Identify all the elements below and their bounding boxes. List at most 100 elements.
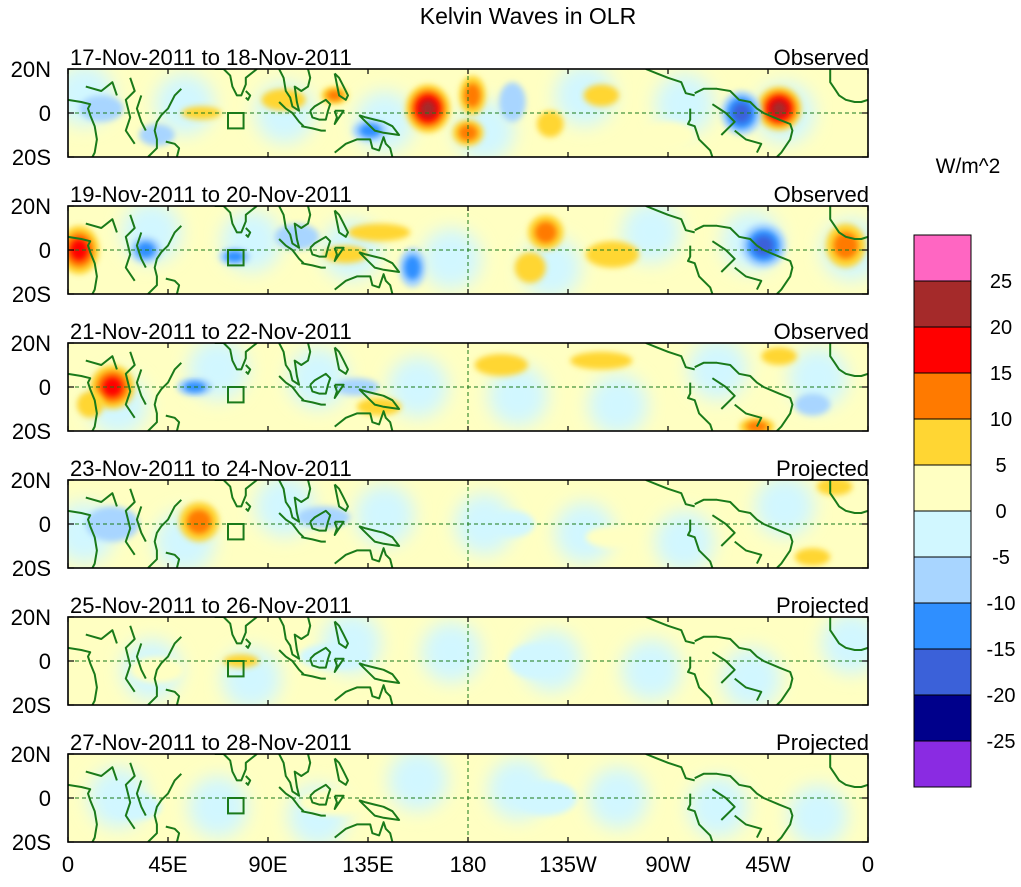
coastline <box>829 206 868 240</box>
coastline <box>334 410 394 431</box>
reference-box <box>227 797 245 815</box>
y-tick-label: 20N <box>11 194 51 219</box>
coastline <box>124 351 136 419</box>
coastline <box>333 346 349 375</box>
y-tick-label: 20N <box>11 742 51 767</box>
anomaly-contour <box>794 393 831 416</box>
coastline <box>135 643 147 680</box>
y-tick-label: 0 <box>39 375 51 400</box>
colorbar-level-label: -25 <box>987 731 1016 753</box>
coastline <box>124 625 136 693</box>
anomaly-contour <box>570 351 633 370</box>
coastline <box>278 69 312 112</box>
anomaly-contour <box>794 548 831 566</box>
coastline <box>687 519 714 568</box>
coastline <box>124 77 136 145</box>
coastline <box>147 499 183 568</box>
coastline <box>645 617 695 645</box>
anomaly-contour <box>356 398 402 416</box>
y-tick-label: 20N <box>11 331 51 356</box>
coastline <box>309 783 332 806</box>
coastline <box>68 235 98 294</box>
reference-box <box>227 249 245 267</box>
coastline <box>85 81 118 96</box>
colorbar-swatch <box>913 234 972 282</box>
weak-anomaly-blob <box>421 227 482 290</box>
coastline <box>165 414 181 431</box>
anomaly-contour <box>76 391 104 418</box>
panels-group: 20N 0 20S 17-Nov-2011 to 18-Nov-2011 Observe… <box>11 45 869 855</box>
coastline <box>68 509 98 568</box>
y-tick-label: 0 <box>39 512 51 537</box>
coastline <box>334 136 394 157</box>
coastline <box>165 277 181 294</box>
coastline <box>711 651 736 684</box>
panel-date-range: 27-Nov-2011 to 28-Nov-2011 <box>70 730 352 755</box>
coastline <box>694 635 794 705</box>
x-tick-label: 135W <box>539 852 597 877</box>
coastline <box>301 673 326 680</box>
coastlines <box>68 69 868 157</box>
colorbar-swatch <box>913 602 972 650</box>
coastline <box>278 206 312 249</box>
anomaly-contour <box>771 100 787 117</box>
y-tick-label: 0 <box>39 238 51 263</box>
anomaly-contour <box>261 88 306 111</box>
coastlines <box>68 754 868 842</box>
coastline <box>301 810 326 817</box>
coastline <box>85 629 118 644</box>
map-panel: 20N 0 20S 21-Nov-2011 to 22-Nov-2011 Observe… <box>11 319 869 444</box>
coastline <box>214 754 258 782</box>
panel-status: Observed <box>774 45 869 70</box>
coastline <box>687 793 714 842</box>
coastline <box>245 227 252 238</box>
coastline <box>85 766 118 781</box>
coastline <box>68 98 98 157</box>
colorbar: W/m^2 25 20 15 10 5 0 -5 -10 -15 -20 -25 <box>913 155 1016 788</box>
x-tick-label: 90W <box>645 852 690 877</box>
coastline <box>301 125 326 132</box>
weak-anomaly-blob <box>654 510 715 568</box>
coastline <box>278 617 312 660</box>
anomaly-contour <box>641 121 695 149</box>
panel-date-range: 17-Nov-2011 to 18-Nov-2011 <box>70 45 352 70</box>
y-tick-label: 0 <box>39 649 51 674</box>
colorbar-level-label: 20 <box>990 317 1012 339</box>
colorbar-level-label: -20 <box>987 685 1016 707</box>
weak-anomaly-blob <box>821 617 868 675</box>
anomaly-contour <box>536 110 564 138</box>
anomaly-contour <box>761 347 797 366</box>
anomaly-contour <box>299 643 371 670</box>
panel-date-range: 23-Nov-2011 to 24-Nov-2011 <box>70 456 352 481</box>
coastline <box>734 677 763 702</box>
coastline <box>214 206 258 234</box>
weak-anomaly-blob <box>721 647 782 705</box>
coastline <box>687 245 714 294</box>
coastline <box>333 483 349 512</box>
coastline <box>214 480 258 508</box>
anomaly-contour <box>499 82 526 122</box>
coastline <box>85 492 118 507</box>
y-tick-label: 20S <box>12 693 51 718</box>
coastline <box>147 362 183 431</box>
coastline <box>358 525 401 547</box>
colorbar-swatch <box>913 510 972 558</box>
coastline <box>358 388 401 410</box>
coastline <box>135 95 147 132</box>
anomaly-contour <box>299 789 371 816</box>
map-panel: 20N 0 20S 27-Nov-2011 to 28-Nov-2011 Project… <box>11 730 869 855</box>
y-tick-label: 20N <box>11 468 51 493</box>
coastline <box>301 262 326 269</box>
coastline <box>165 551 181 568</box>
coastline <box>711 377 736 410</box>
coastline <box>124 762 136 830</box>
coastline <box>245 775 252 786</box>
colorbar-swatch <box>913 372 972 420</box>
coastline <box>333 209 349 238</box>
coastline <box>829 343 868 377</box>
coastline <box>124 488 136 556</box>
coastline <box>333 520 345 536</box>
x-axis: 0 45E 90E 135E 180 135W 90W 45W 0 <box>62 852 874 877</box>
reference-box <box>227 386 245 404</box>
